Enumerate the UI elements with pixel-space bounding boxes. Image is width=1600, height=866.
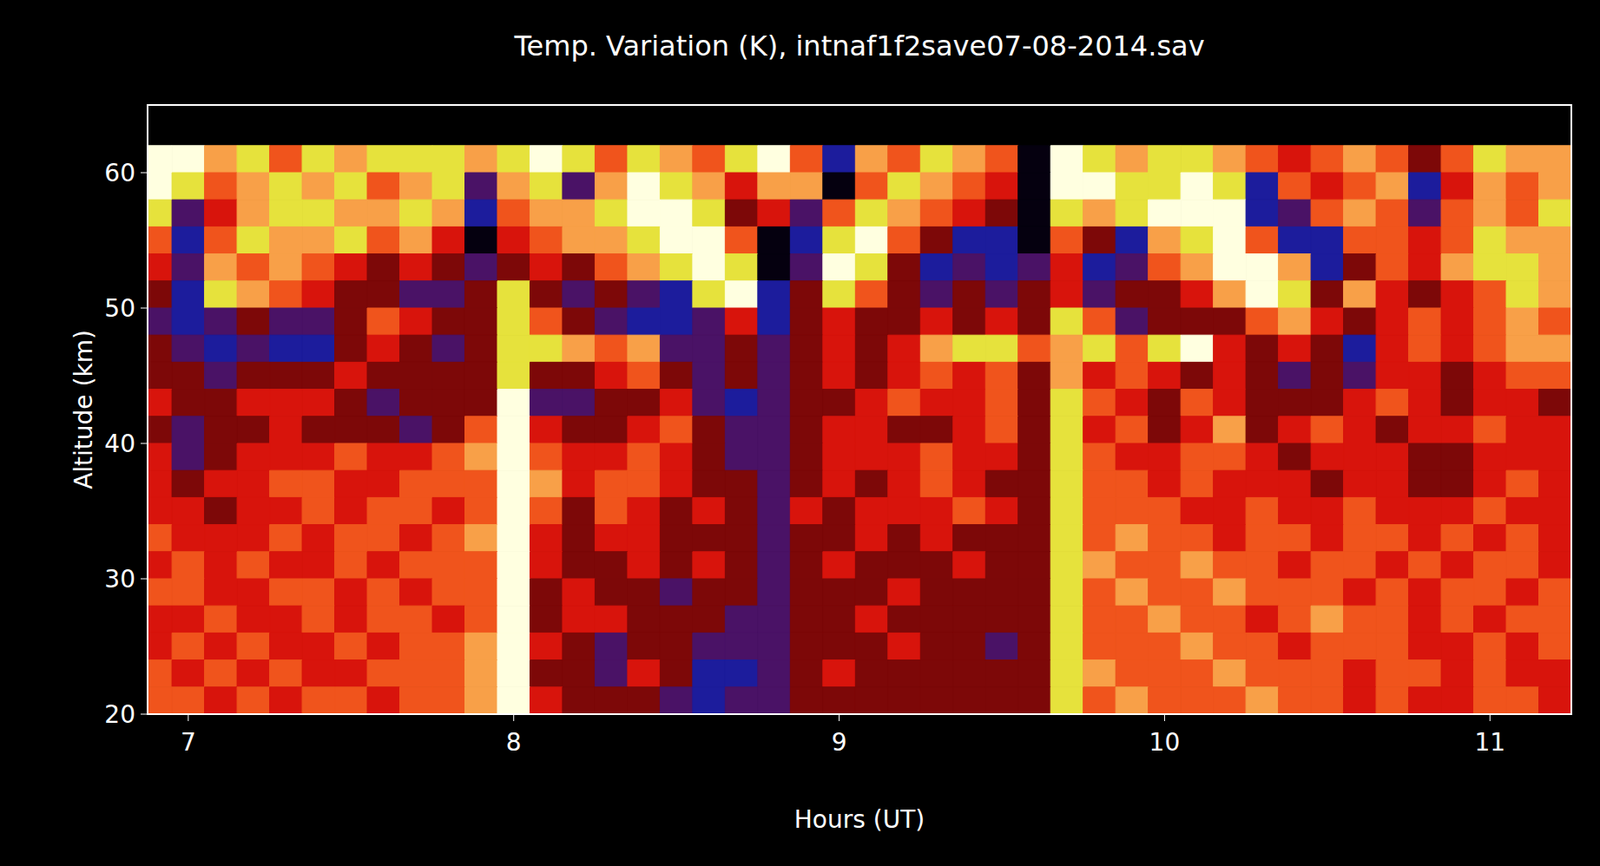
svg-text:11: 11 [1474, 728, 1506, 758]
html-text:Temp. Variation (K), intnaf1f2: Temp. Variation (K), intnaf1f2save07-08-… [514, 29, 1205, 63]
svg-text:20: 20 [104, 700, 136, 730]
html-text:Altitude (km): Altitude (km) [69, 330, 98, 490]
svg-text:40: 40 [104, 429, 136, 459]
html-text:Hours (UT): Hours (UT) [794, 805, 925, 835]
svg-text:50: 50 [104, 294, 136, 323]
svg-text:60: 60 [104, 158, 136, 188]
svg-text:9: 9 [831, 728, 848, 758]
svg-text:10: 10 [1149, 728, 1181, 758]
svg-text:8: 8 [506, 728, 522, 758]
svg-text:30: 30 [104, 565, 136, 594]
svg-text:7: 7 [180, 728, 197, 758]
